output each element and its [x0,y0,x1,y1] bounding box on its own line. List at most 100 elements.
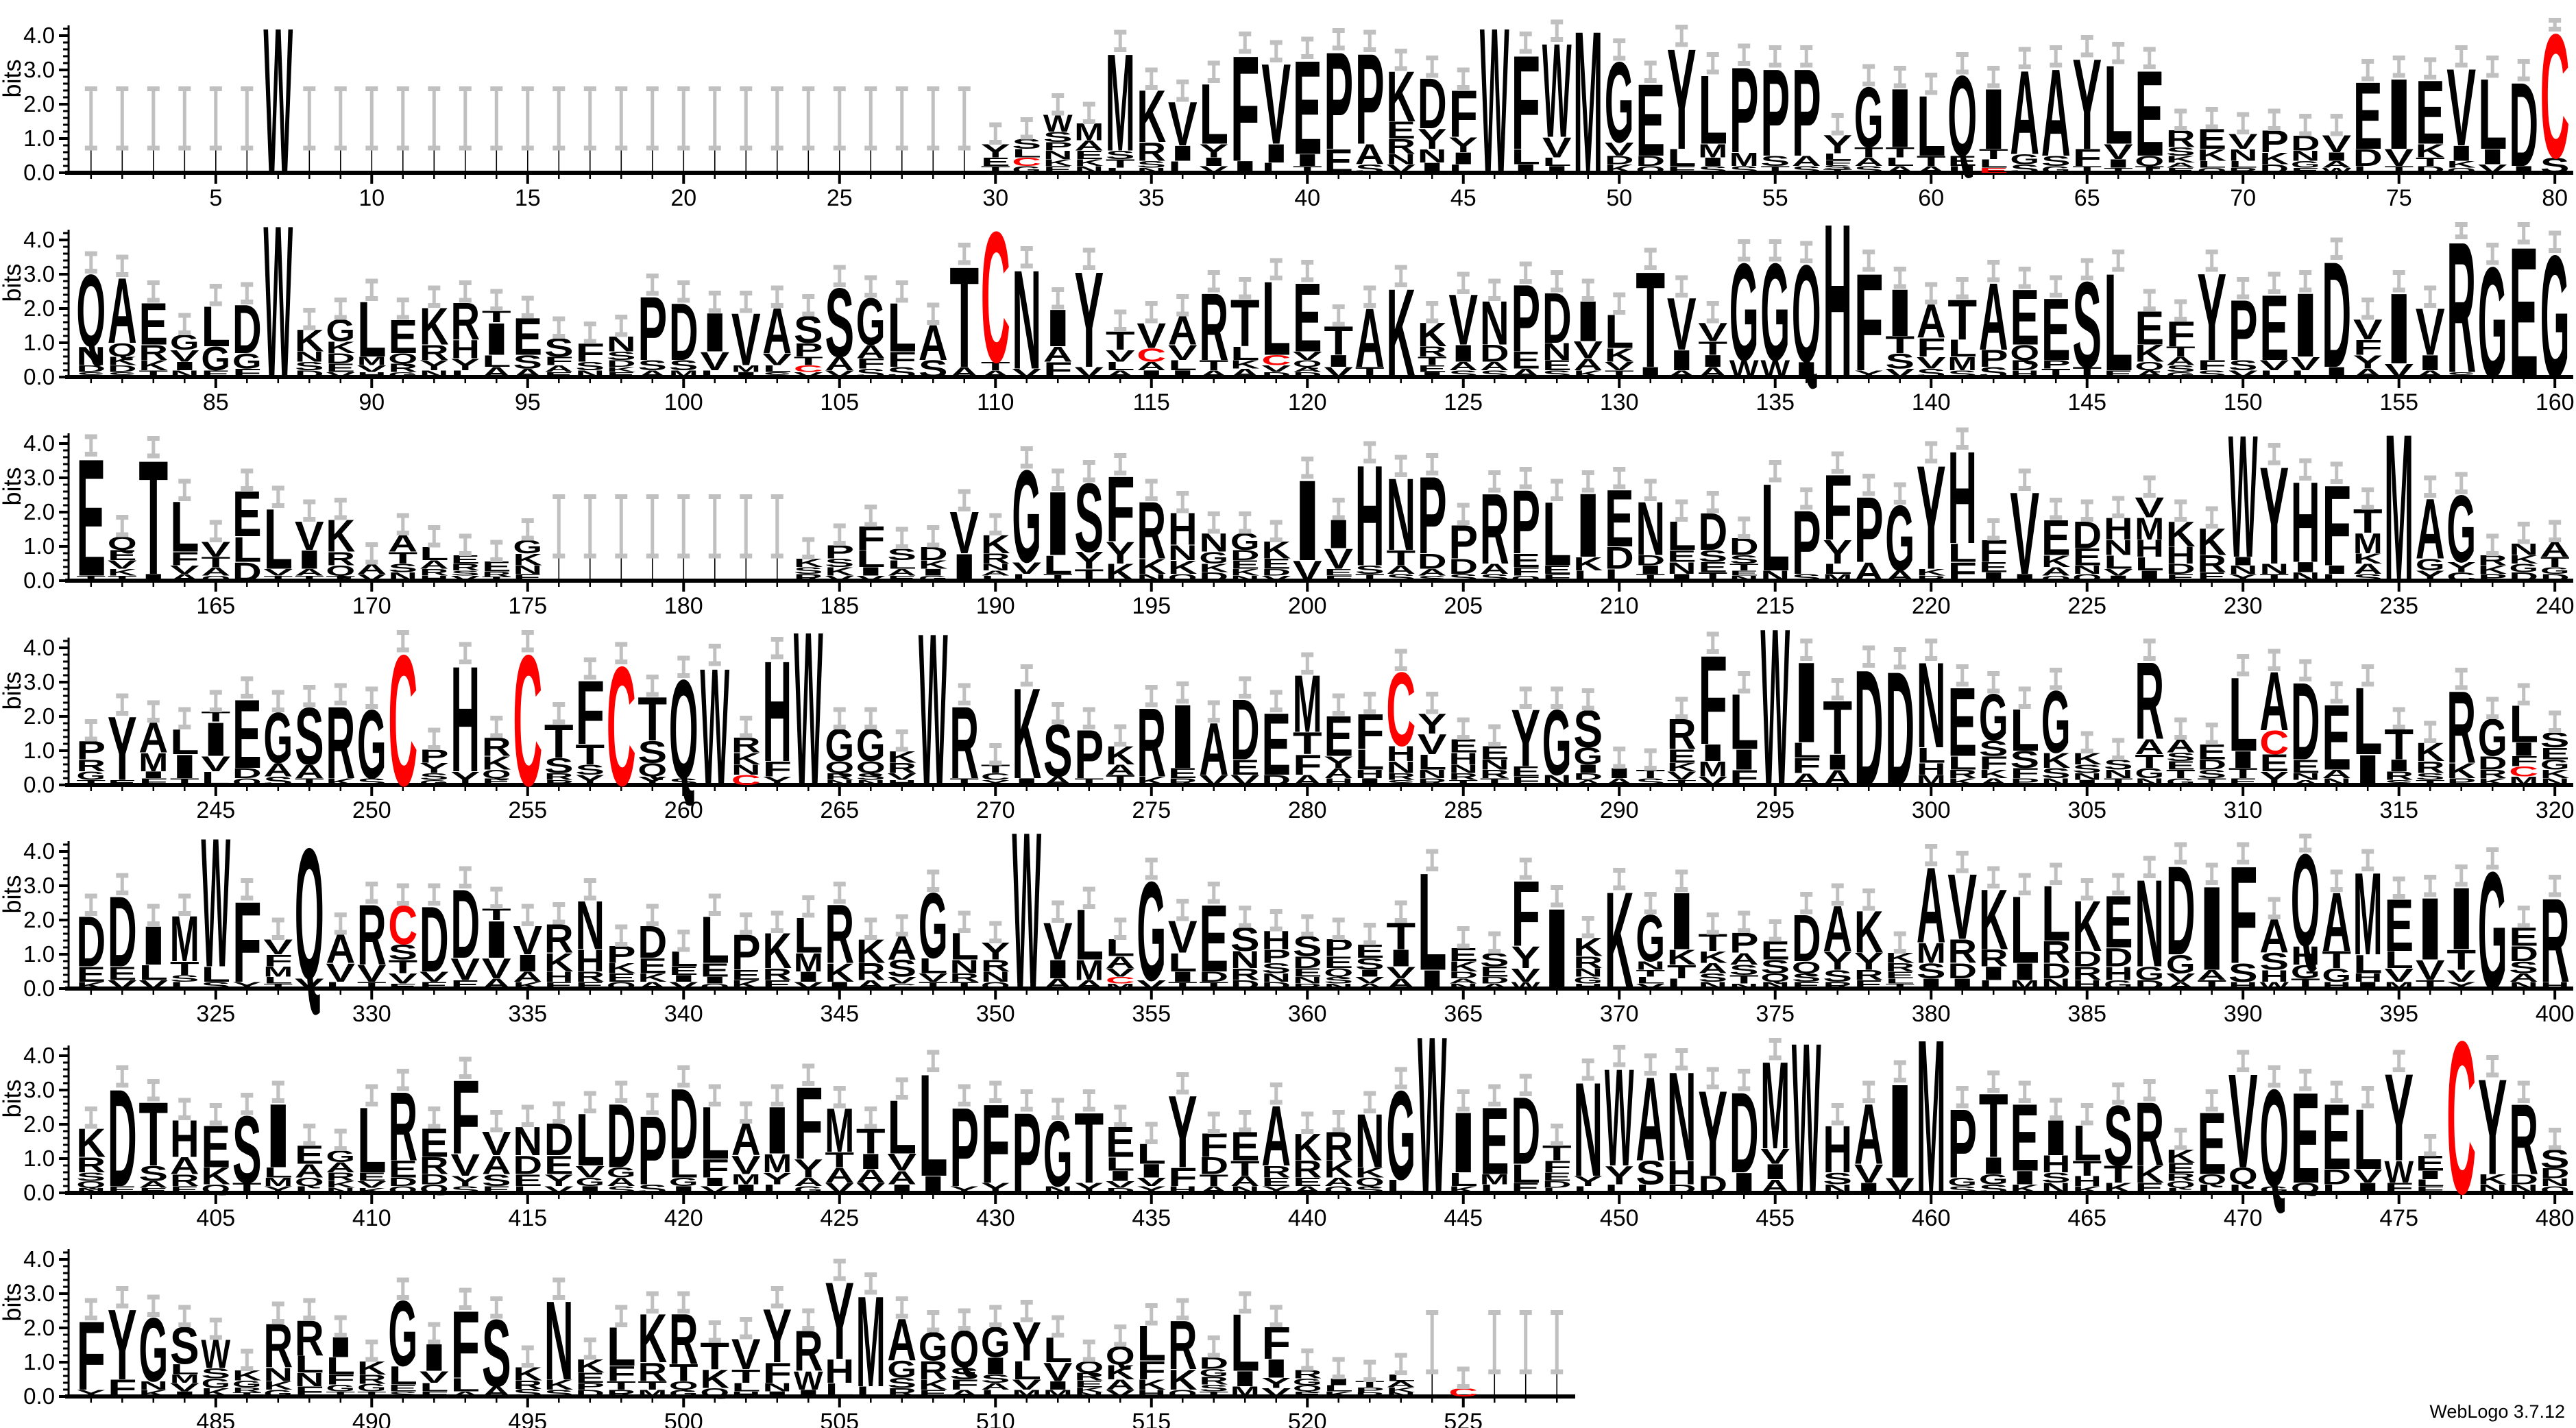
x-tick-label: 190 [976,593,1015,619]
logo-letter: A [1418,567,1447,578]
logo-letter: F [2416,1184,2445,1195]
logo-letter: N [2041,1180,2071,1196]
logo-letter: G [1573,976,1603,986]
logo-letter: N [2259,561,2289,577]
logo-letter: L [1012,147,1041,160]
logo-letter: H [2041,1151,2071,1178]
logo-letter: A [637,368,667,379]
logo-letter: T [1636,968,1665,979]
logo-letter: K [2135,1161,2164,1188]
logo-letter: L [919,954,948,978]
logo-letter: I [1917,976,1946,992]
x-tick-label: 220 [1912,593,1951,619]
logo-letter: V [1106,1388,1135,1399]
logo-letter: S [138,1161,168,1185]
logo-letter: L [138,961,168,985]
logo-letter: S [762,370,792,378]
logo-letter: V [357,960,387,987]
logo-letter: Y [544,1171,574,1189]
x-tick-label: 105 [820,389,859,415]
x-tick-label: 365 [1444,1001,1483,1027]
y-tick-label: 3.0 [23,873,55,898]
logo-letter: S [1947,368,1977,379]
logo-letter: T [2166,767,2196,780]
logo-letter: Y [263,1184,293,1195]
logo-letter: N [1074,165,1104,176]
logo-letter: F [2353,335,2383,359]
logo-letter: N [1168,541,1198,565]
logo-letter: E [482,559,511,574]
logo-letter: L [1168,158,1198,177]
logo-letter: S [450,569,480,577]
logo-letter: M [263,964,293,980]
logo-letter: V [2104,567,2133,578]
logo-letter: P [1261,946,1291,967]
logo-letter: D [2540,1165,2570,1181]
logo-letter: G [2540,566,2570,576]
logo-letter: E [544,980,574,991]
logo-letter: T [1698,570,1727,583]
logo-letter: S [1792,971,1821,984]
logo-letter: A [2166,980,2196,991]
logo-letter: S [1823,1170,1852,1188]
logo-letter: R [1480,767,1509,781]
logo-letter: R [1074,1371,1104,1383]
x-tick-label: 250 [352,797,391,823]
logo-letter: D [2509,1172,2538,1187]
logo-letter: T [2104,167,2133,175]
logo-letter: A [1511,366,1540,380]
logo-letter: G [2291,159,2320,169]
logo-letter: T [1854,144,1884,160]
logo-letter: E [1885,970,1915,981]
x-tick-label: 410 [352,1205,391,1231]
logo-letter: V [1293,555,1322,587]
logo-letter: G [2135,963,2164,984]
logo-letter: A [887,1167,916,1188]
logo-letter: K [794,557,823,570]
logo-letter: A [2322,159,2351,170]
logo-letter: W [1418,989,1447,1241]
logo-letter: E [2291,166,2320,174]
logo-letter: N [731,762,761,777]
logo-letter: G [263,1388,293,1399]
logo-letter: T [1199,1390,1228,1399]
logo-letter: F [2072,144,2102,171]
logo-letter: V [2446,967,2477,986]
logo-letter: W [1792,998,1821,1239]
logo-letter: Q [1511,574,1540,583]
logo-letter: V [2291,353,2320,374]
logo-letter: Y [1074,1180,1104,1196]
logo-letter: E [2291,755,2320,777]
logo-letter: S [1355,162,1385,176]
logo-letter: L [981,574,1010,583]
logo-letter: D [1636,154,1665,169]
logo-letter: S [1917,366,1946,380]
logo-letter: Q [1168,1388,1198,1399]
logo-letter: E [1324,143,1353,180]
logo-letter: G [388,370,417,378]
logo-letter: I [1230,1367,1260,1391]
logo-letter: V [575,1163,605,1181]
x-tick-label: 400 [2536,1001,2575,1027]
logo-letter: S [607,349,636,363]
x-tick-label: 110 [977,389,1014,415]
x-tick-label: 120 [1288,389,1327,415]
logo-letter: R [1293,982,1322,991]
logo-letter: V [1605,138,1634,160]
logo-letter: I [949,546,979,589]
logo-letter: A [825,352,854,374]
logo-letter: F [1542,1157,1572,1176]
logo-letter: L [1947,335,1977,361]
logo-letter: A [2509,971,2538,985]
logo-letter: N [1137,572,1166,583]
logo-letter: N [575,368,605,379]
logo-letter: S [2010,746,2039,773]
logo-letter: A [1386,976,1415,992]
logo-letter: E [1979,166,2008,174]
logo-letter: L [700,368,729,379]
logo-letter: E [1542,563,1572,577]
logo-letter: N [2072,564,2102,577]
y-tick-label: 4.0 [23,1246,55,1272]
logo-letter: L [482,352,511,370]
